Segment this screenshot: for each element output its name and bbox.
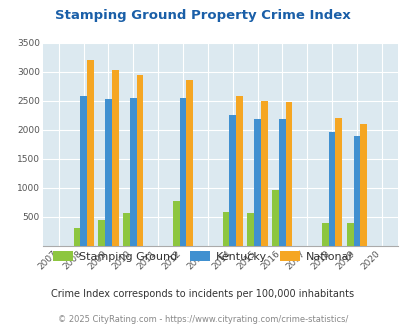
Text: Stamping Ground Property Crime Index: Stamping Ground Property Crime Index: [55, 9, 350, 22]
Bar: [186, 80, 192, 246]
Bar: [247, 213, 254, 246]
Bar: [229, 115, 235, 246]
Bar: [278, 119, 285, 246]
Bar: [260, 101, 267, 246]
Bar: [335, 118, 341, 246]
Bar: [353, 136, 359, 246]
Bar: [136, 75, 143, 246]
Bar: [123, 214, 130, 246]
Bar: [285, 102, 292, 246]
Bar: [98, 220, 105, 246]
Bar: [359, 124, 366, 246]
Bar: [87, 60, 94, 246]
Bar: [328, 132, 335, 246]
Text: Crime Index corresponds to incidents per 100,000 inhabitants: Crime Index corresponds to incidents per…: [51, 289, 354, 299]
Bar: [346, 223, 353, 246]
Text: © 2025 CityRating.com - https://www.cityrating.com/crime-statistics/: © 2025 CityRating.com - https://www.city…: [58, 315, 347, 324]
Bar: [254, 119, 260, 246]
Bar: [173, 201, 179, 246]
Bar: [130, 98, 136, 246]
Bar: [105, 99, 111, 246]
Bar: [73, 228, 80, 246]
Bar: [111, 70, 118, 246]
Bar: [272, 190, 278, 246]
Bar: [321, 223, 328, 246]
Bar: [222, 212, 229, 246]
Bar: [235, 96, 242, 246]
Bar: [80, 96, 87, 246]
Legend: Stamping Ground, Kentucky, National: Stamping Ground, Kentucky, National: [49, 247, 356, 267]
Bar: [179, 98, 186, 246]
